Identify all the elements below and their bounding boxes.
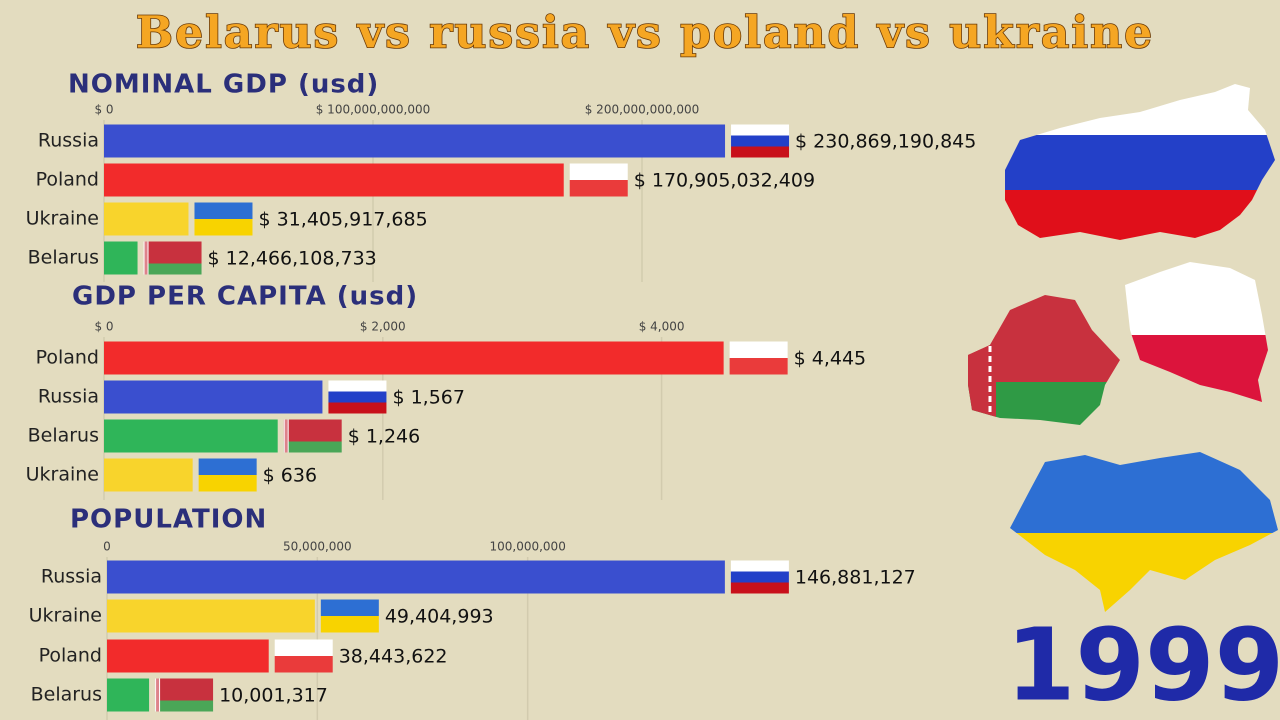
category-label: Ukraine [26,208,99,230]
section-title: POPULATION [70,505,267,535]
category-label: Belarus [28,247,99,269]
bar [104,202,189,236]
flag-ornament [144,241,148,275]
value-label: 38,443,622 [339,646,448,668]
value-label: $ 4,445 [794,348,867,370]
x-tick-label: $ 0 [94,103,113,117]
flag-band [194,202,253,219]
flag-ru [730,560,789,594]
ukraine-map [1010,452,1278,612]
flag-band [328,391,387,403]
value-label: $ 12,466,108,733 [208,248,377,270]
belarus-map [968,295,1120,425]
flag-band [731,124,790,136]
flag-band [320,616,379,633]
value-label: $ 31,405,917,685 [258,209,427,231]
flag-band [730,560,789,572]
category-label: Russia [41,566,102,588]
x-tick-label: 100,000,000 [489,540,565,554]
value-label: $ 1,246 [348,426,421,448]
category-label: Russia [38,130,99,152]
flag-ua [194,202,253,236]
flag-band [730,582,789,594]
category-label: Belarus [31,684,102,706]
flag-ua [320,599,379,633]
flag-band [569,180,628,197]
x-tick-label: 50,000,000 [283,540,352,554]
value-label: 146,881,127 [795,567,916,589]
flag-band [320,599,379,616]
value-label: 49,404,993 [385,606,494,628]
x-tick-label: $ 100,000,000,000 [316,103,431,117]
flag-band [155,700,214,712]
bar [104,380,323,414]
bar [104,163,564,197]
flag-band [328,402,387,414]
flag-band [730,571,789,583]
bar [104,241,138,275]
category-label: Poland [39,645,102,667]
poland-map [1125,262,1268,402]
flag-ru [731,124,790,158]
category-label: Russia [38,386,99,408]
bar [107,678,150,712]
russia-map [1005,84,1275,240]
category-label: Belarus [28,425,99,447]
flag-band [283,419,342,442]
bar [107,560,725,594]
flag-by [143,241,202,275]
flag-band [729,341,788,358]
bar [104,124,726,158]
flag-pl [274,639,333,673]
bar [104,419,278,453]
x-tick-label: $ 0 [94,320,113,334]
flag-band [198,475,257,492]
category-label: Ukraine [29,605,102,627]
flag-band [155,678,214,701]
flag-band [198,458,257,475]
flag-band [731,135,790,147]
flag-band [283,441,342,453]
x-tick-label: $ 200,000,000,000 [585,103,700,117]
flag-by [283,419,342,453]
flag-band [569,163,628,180]
bar [104,341,724,375]
value-label: $ 1,567 [392,387,465,409]
value-label: $ 230,869,190,845 [795,131,976,153]
x-tick-label: $ 4,000 [639,320,685,334]
value-label: $ 636 [263,465,317,487]
section-title: GDP PER CAPITA (usd) [72,282,418,312]
category-label: Poland [36,347,99,369]
category-label: Poland [36,169,99,191]
section-title: NOMINAL GDP (usd) [68,70,379,100]
main-title: Belarus vs russia vs poland vs ukraine [136,8,1154,59]
flag-ru [328,380,387,414]
flag-band [328,380,387,392]
flag-band [194,219,253,236]
flag-band [274,656,333,673]
flag-by [155,678,214,712]
flag-band [143,241,202,264]
flag-ornament [156,678,160,712]
flag-ornament [284,419,288,453]
category-label: Ukraine [26,464,99,486]
bar [104,458,193,492]
value-label: $ 170,905,032,409 [634,170,815,192]
x-tick-label: $ 2,000 [360,320,406,334]
flag-pl [729,341,788,375]
bar [107,639,269,673]
flag-band [143,263,202,275]
flag-band [731,146,790,158]
flag-band [274,639,333,656]
flag-band [729,358,788,375]
bar [107,599,315,633]
year-label: 1999 [1006,606,1280,720]
flag-ua [198,458,257,492]
value-label: 10,001,317 [219,685,328,707]
x-tick-label: 0 [103,540,111,554]
flag-pl [569,163,628,197]
